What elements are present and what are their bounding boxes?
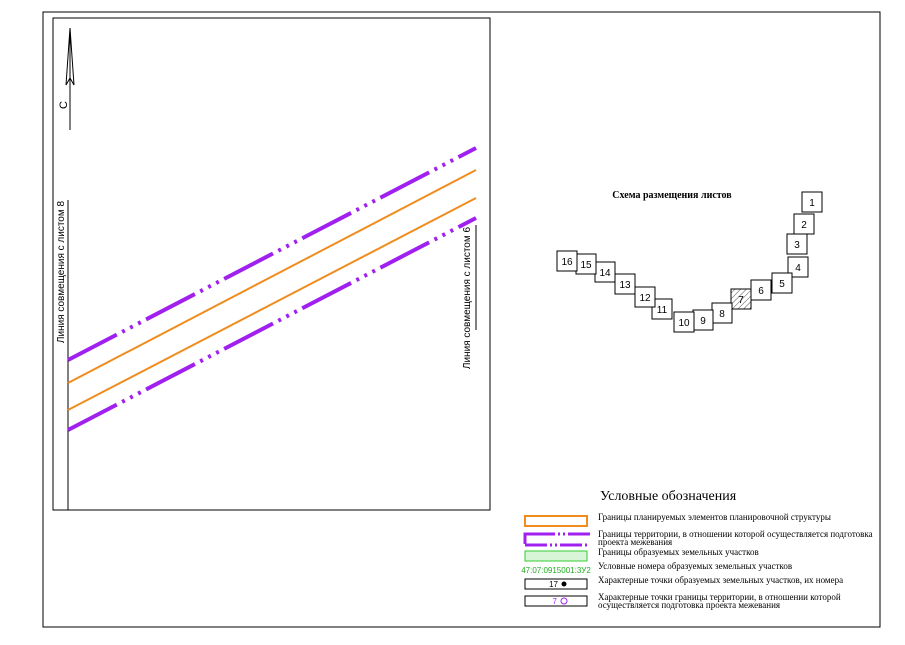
join-label: Линия совмещения с листом 6 xyxy=(462,226,473,369)
sheet-number: 5 xyxy=(779,279,785,290)
sheet-number: 11 xyxy=(657,305,668,316)
swatch xyxy=(524,595,588,607)
point xyxy=(560,597,568,605)
sheet-number: 13 xyxy=(619,280,631,291)
legend-text: Характерные точки границы территории, в … xyxy=(598,593,841,610)
legend-text-box: Границы планируемых элементов планировоч… xyxy=(598,513,831,522)
sheet-number: 16 xyxy=(561,257,573,268)
map-frame xyxy=(52,17,491,511)
sheet xyxy=(614,273,636,295)
legend-text-box: Характерные точки образуемых земельных у… xyxy=(598,576,844,585)
legend-text-box: Условные номера образуемых земельных уча… xyxy=(598,562,793,571)
legend-text-box: Границы территории, в отношении которой … xyxy=(598,530,873,547)
sheet-number: 9 xyxy=(700,316,706,327)
sheet xyxy=(786,233,808,255)
legend: Границы планируемых элементов планировоч… xyxy=(521,513,873,610)
structure-boundary xyxy=(67,169,477,384)
sheet xyxy=(771,272,793,294)
sheet-number: 10 xyxy=(678,318,690,329)
sheet-number: 1 xyxy=(809,198,815,209)
sheet-number: 7 xyxy=(738,295,744,306)
point xyxy=(561,581,567,587)
territory-boundary xyxy=(67,216,477,432)
sheet xyxy=(730,288,752,310)
territory-boundary xyxy=(67,146,477,362)
north-label: С xyxy=(58,101,70,109)
sample-label: 17 xyxy=(549,580,558,589)
sheet xyxy=(801,191,823,213)
legend-text: Границы территории, в отношении которой … xyxy=(598,530,873,547)
sheet-number: 3 xyxy=(794,240,800,251)
scheme-title: Схема размещения листов xyxy=(612,190,732,201)
sheet xyxy=(634,286,656,308)
sheet xyxy=(673,311,695,333)
legend-text: Характерные точки образуемых земельных у… xyxy=(598,576,844,585)
sheet-number: 4 xyxy=(795,263,801,274)
legend-title: Условные обозначения xyxy=(600,489,737,504)
sheet-number: 12 xyxy=(639,293,651,304)
swatch xyxy=(524,515,588,527)
sheet xyxy=(556,250,578,272)
swatch xyxy=(524,578,588,590)
legend-text-box: Границы образуемых земельных участков xyxy=(598,548,759,557)
sheet xyxy=(651,298,673,320)
sample-label: 47:07:0915001:3У2 xyxy=(521,566,591,575)
legend-text: Условные номера образуемых земельных уча… xyxy=(598,562,793,571)
structure-boundary xyxy=(67,197,477,411)
sheet-number: 15 xyxy=(580,260,592,271)
outer-frame xyxy=(42,11,881,628)
legend-text: Границы планируемых элементов планировоч… xyxy=(598,513,831,522)
swatch xyxy=(523,532,590,544)
sample-label: 7 xyxy=(553,597,558,606)
legend-text: Границы образуемых земельных участков xyxy=(598,548,759,557)
swatch xyxy=(524,550,588,562)
sheet xyxy=(787,256,809,278)
sheet-number: 8 xyxy=(719,309,725,320)
sheet-number: 14 xyxy=(599,268,611,279)
sheet-number: 6 xyxy=(758,286,764,297)
join-label: Линия совмещения с листом 8 xyxy=(56,200,67,343)
north-arrow xyxy=(65,27,75,130)
sheet-number: 2 xyxy=(801,220,807,231)
legend-text-box: Характерные точки границы территории, в … xyxy=(598,593,841,610)
